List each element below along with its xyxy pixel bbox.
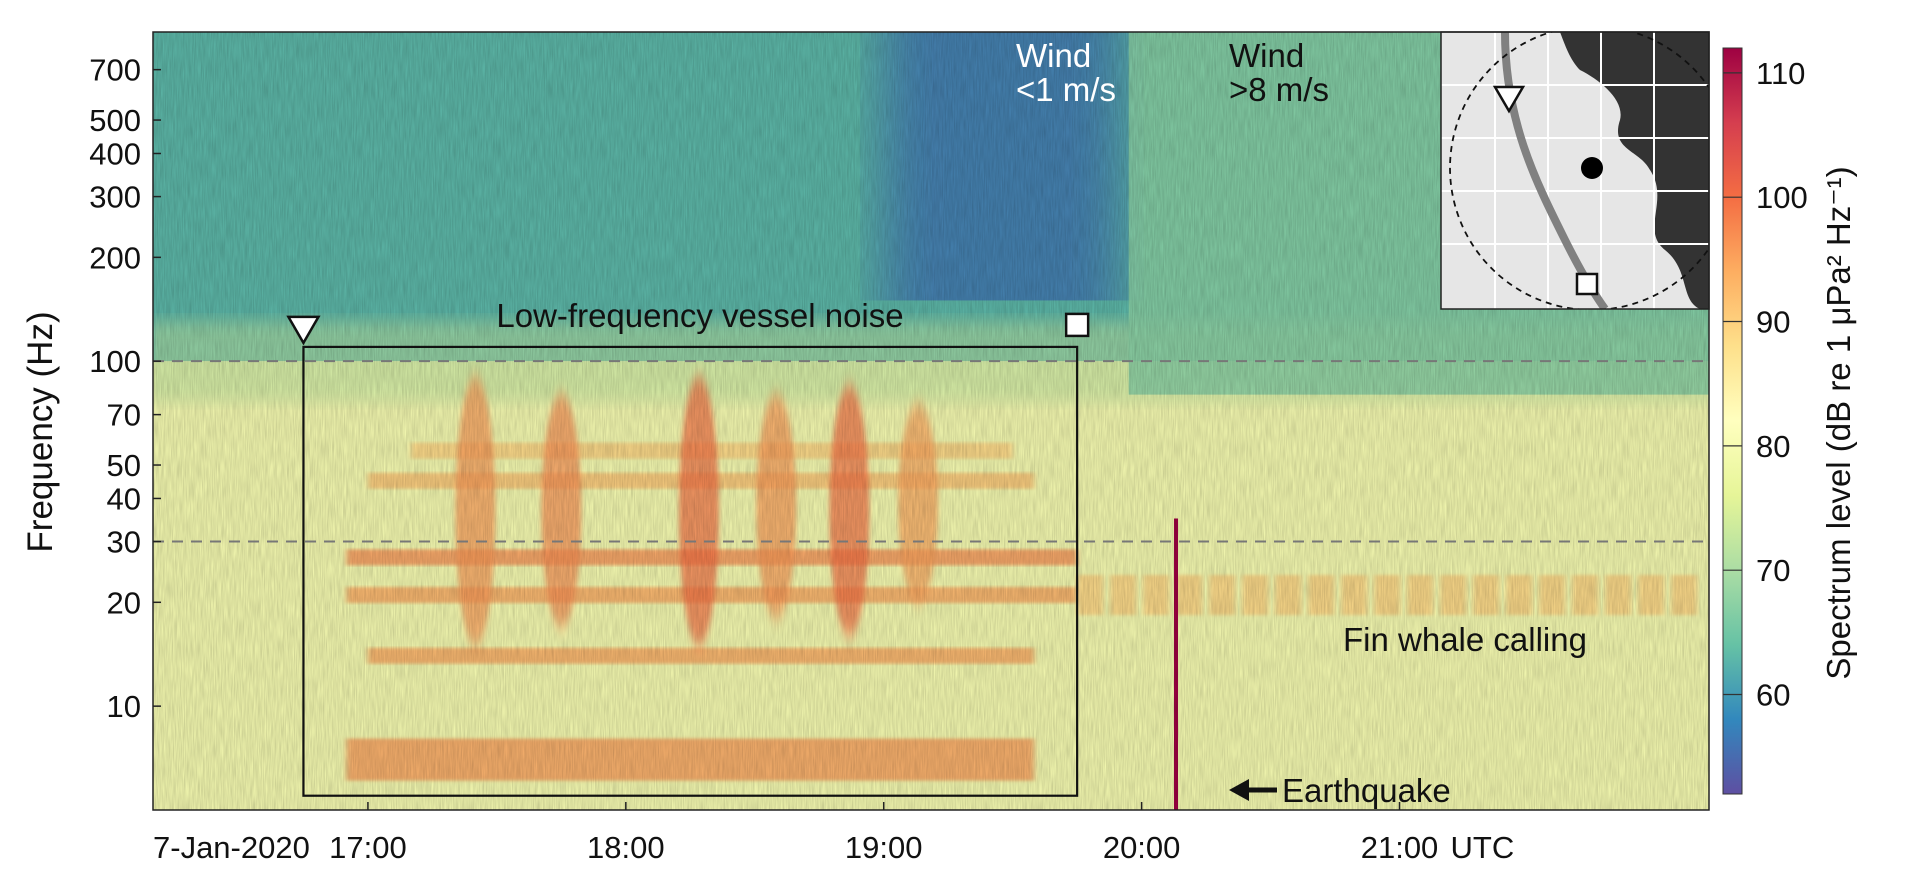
spectrogram-heatmap bbox=[153, 32, 1709, 810]
end-square-marker bbox=[1064, 312, 1090, 338]
inset-end-square bbox=[1575, 272, 1599, 296]
inset-map bbox=[1440, 31, 1710, 310]
x-unit-label: UTC bbox=[1451, 830, 1515, 865]
colorbar: 60 70 80 90 100 110 Spectrum level (dB re 1 μ… bbox=[1722, 47, 1857, 795]
inset-start-triangle bbox=[1492, 85, 1526, 114]
y-tick-label: 300 bbox=[89, 180, 141, 215]
x-date-label: 7-Jan-2020 bbox=[153, 830, 310, 865]
x-tick-label: 18:00 bbox=[587, 830, 665, 865]
colorbar-tick-label: 110 bbox=[1756, 56, 1805, 91]
y-tick-label: 500 bbox=[89, 103, 141, 138]
colorbar-tick-label: 60 bbox=[1756, 678, 1790, 713]
colorbar-gradient bbox=[1722, 47, 1743, 795]
y-tick-label: 10 bbox=[107, 689, 141, 724]
x-tick-label: 20:00 bbox=[1103, 830, 1181, 865]
inset-land bbox=[1560, 32, 1709, 309]
y-tick-label: 40 bbox=[107, 481, 141, 516]
earthquake-arrow-icon bbox=[1229, 779, 1277, 801]
colorbar-ticks: 60 70 80 90 100 110 bbox=[1723, 56, 1808, 713]
vessel-noise-label: Low-frequency vessel noise bbox=[496, 297, 903, 334]
y-tick-label: 30 bbox=[107, 525, 141, 560]
reference-lines bbox=[153, 360, 1709, 543]
fin-whale-label: Fin whale calling bbox=[1343, 621, 1587, 658]
x-tick-label: 19:00 bbox=[845, 830, 923, 865]
inset-station-dot bbox=[1581, 157, 1603, 179]
colorbar-tick-label: 90 bbox=[1756, 305, 1790, 340]
inset-map-body bbox=[1441, 32, 1709, 309]
wind-low-label-line2: <1 m/s bbox=[1016, 71, 1116, 108]
x-tick-label: 21:00 bbox=[1361, 830, 1439, 865]
earthquake-label: Earthquake bbox=[1282, 772, 1451, 809]
colorbar-tick-label: 70 bbox=[1756, 553, 1790, 588]
plot-frame bbox=[152, 31, 1710, 811]
wind-high-label-line1: Wind bbox=[1229, 37, 1304, 74]
x-axis: 17:00 18:00 19:00 20:00 21:00 7-Jan-2020 UTC bbox=[153, 802, 1514, 865]
colorbar-tick-label: 80 bbox=[1756, 429, 1790, 464]
vessel-noise-box bbox=[302, 345, 1079, 797]
wind-low-label-line1: Wind bbox=[1016, 37, 1091, 74]
y-tick-label: 700 bbox=[89, 53, 141, 88]
y-tick-label: 100 bbox=[89, 344, 141, 379]
colorbar-label: Spectrum level (dB re 1 μPa² Hz⁻¹) bbox=[1820, 166, 1857, 679]
y-axis-label: Frequency (Hz) bbox=[21, 311, 60, 552]
colorbar-tick-label: 100 bbox=[1756, 180, 1808, 215]
y-tick-label: 70 bbox=[107, 398, 141, 433]
y-tick-label: 20 bbox=[107, 585, 141, 620]
annotations: Low-frequency vessel noise Wind <1 m/s W… bbox=[496, 37, 1587, 809]
y-tick-label: 200 bbox=[89, 240, 141, 275]
y-tick-label: 50 bbox=[107, 448, 141, 483]
wind-high-label-line2: >8 m/s bbox=[1229, 71, 1329, 108]
x-tick-label: 17:00 bbox=[329, 830, 407, 865]
y-tick-label: 400 bbox=[89, 136, 141, 171]
inset-detection-radius bbox=[1449, 32, 1709, 309]
time-markers bbox=[286, 312, 1090, 346]
start-triangle-marker bbox=[286, 315, 321, 346]
